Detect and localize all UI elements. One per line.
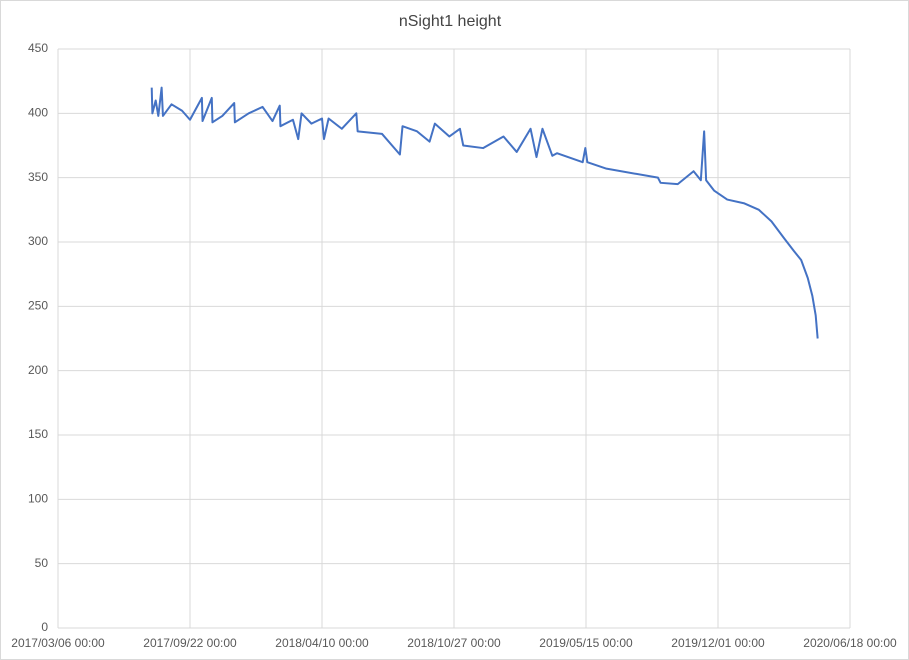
y-tick-label: 150 — [28, 427, 48, 441]
y-tick-label: 400 — [28, 106, 48, 120]
x-tick-label: 2019/12/01 00:00 — [671, 636, 765, 650]
x-tick-label: 2017/03/06 00:00 — [11, 636, 105, 650]
y-tick-label: 100 — [28, 492, 48, 506]
data-line — [150, 86, 819, 339]
y-tick-label: 300 — [28, 234, 48, 248]
x-tick-label: 2019/05/15 00:00 — [539, 636, 633, 650]
x-tick-label: 2020/06/18 00:00 — [803, 636, 897, 650]
x-tick-label: 2018/10/27 00:00 — [407, 636, 501, 650]
x-tick-label: 2017/09/22 00:00 — [143, 636, 237, 650]
y-tick-label: 450 — [28, 41, 48, 55]
y-tick-label: 350 — [28, 170, 48, 184]
y-tick-label: 200 — [28, 363, 48, 377]
y-tick-label: 250 — [28, 299, 48, 313]
y-tick-label: 0 — [41, 620, 48, 634]
x-tick-label: 2018/04/10 00:00 — [275, 636, 369, 650]
chart-title: nSight1 height — [399, 13, 502, 30]
y-tick-label: 50 — [35, 556, 49, 570]
